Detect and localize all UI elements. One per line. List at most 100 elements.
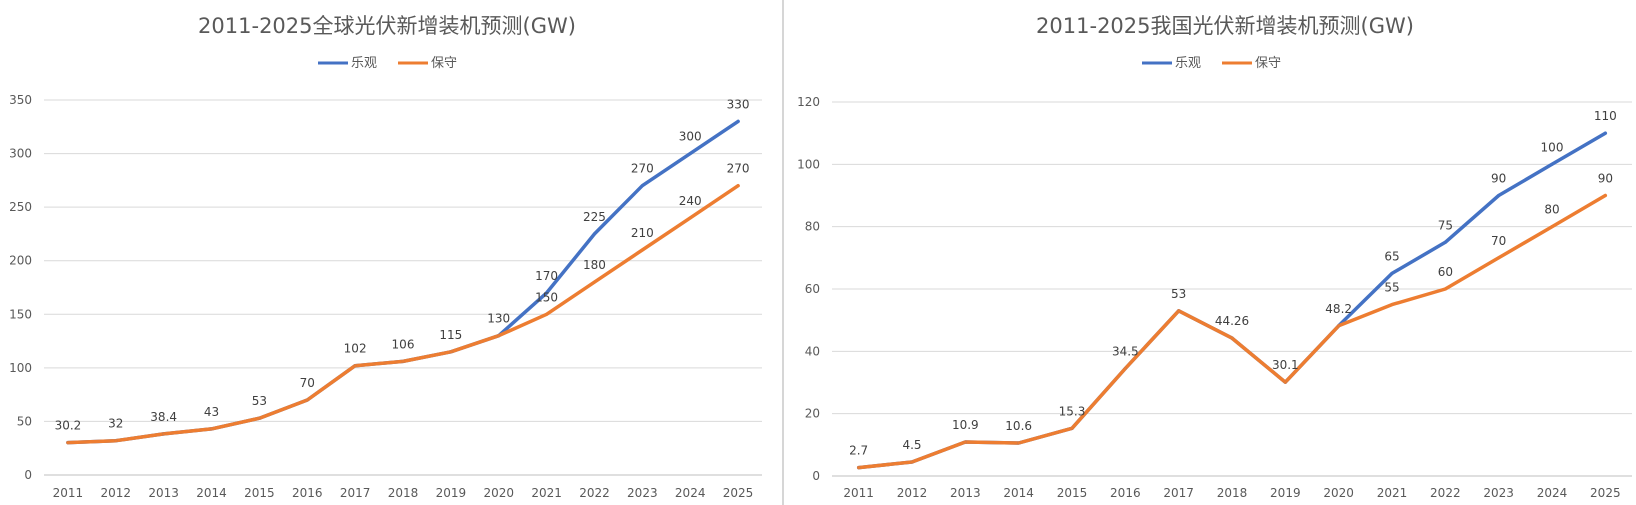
data-point-conservative bbox=[857, 466, 860, 469]
legend-label-conservative: 保守 bbox=[1255, 56, 1281, 71]
y-tick-label: 100 bbox=[9, 361, 32, 375]
data-point-conservative bbox=[1124, 367, 1127, 370]
x-tick-label: 2020 bbox=[483, 486, 514, 500]
data-point-conservative bbox=[449, 350, 452, 353]
data-label-conservative: 210 bbox=[631, 226, 654, 240]
data-label-conservative: 55 bbox=[1384, 281, 1399, 295]
data-label-conservative: 180 bbox=[583, 258, 606, 272]
y-tick-label: 0 bbox=[812, 469, 820, 483]
x-tick-label: 2021 bbox=[531, 486, 562, 500]
data-label-optimistic: 100 bbox=[1541, 140, 1564, 154]
x-tick-label: 2024 bbox=[1537, 486, 1568, 500]
data-label-optimistic: 65 bbox=[1384, 249, 1399, 263]
data-label-conservative: 270 bbox=[727, 162, 750, 176]
data-label-conservative: 4.5 bbox=[902, 438, 921, 452]
y-tick-label: 350 bbox=[9, 93, 32, 107]
data-label-optimistic: 225 bbox=[583, 210, 606, 224]
y-tick-label: 60 bbox=[805, 282, 820, 296]
china-chart-svg: 2011-2025我国光伏新增装机预测(GW) 乐观 保守 0 20 40 60 80 100 1… bbox=[784, 0, 1636, 505]
chart-panel-global: 2011-2025全球光伏新增装机预测(GW) 乐观 保守 0 50 100 150 200 2… bbox=[0, 0, 782, 505]
data-point-conservative bbox=[1017, 441, 1020, 444]
data-point-optimistic bbox=[1444, 241, 1447, 244]
data-point-optimistic bbox=[1604, 132, 1607, 135]
x-tick-label: 2012 bbox=[101, 486, 132, 500]
y-tick-label: 300 bbox=[9, 147, 32, 161]
data-label-conservative: 130 bbox=[487, 312, 510, 326]
y-tick-label: 120 bbox=[797, 95, 820, 109]
data-point-conservative bbox=[114, 439, 117, 442]
x-tick-label: 2019 bbox=[436, 486, 467, 500]
y-tick-label: 250 bbox=[9, 200, 32, 214]
x-tick-label: 2019 bbox=[1270, 486, 1301, 500]
legend-label-optimistic: 乐观 bbox=[351, 56, 377, 71]
data-point-conservative bbox=[66, 441, 69, 444]
data-label-conservative: 32 bbox=[108, 417, 123, 431]
data-label-conservative: 53 bbox=[1171, 287, 1186, 301]
y-tick-label: 20 bbox=[805, 407, 820, 421]
y-tick-label: 200 bbox=[9, 254, 32, 268]
x-tick-label: 2012 bbox=[897, 486, 928, 500]
x-tick-label: 2016 bbox=[292, 486, 323, 500]
x-tick-label: 2014 bbox=[196, 486, 227, 500]
x-tick-label: 2014 bbox=[1003, 486, 1034, 500]
data-point-conservative bbox=[545, 313, 548, 316]
y-tick-label: 50 bbox=[17, 414, 32, 428]
data-point-conservative bbox=[1604, 194, 1607, 197]
data-point-conservative bbox=[641, 249, 644, 252]
data-label-conservative: 43 bbox=[204, 405, 219, 419]
data-label-optimistic: 270 bbox=[631, 162, 654, 176]
data-label-conservative: 30.2 bbox=[55, 419, 82, 433]
data-label-conservative: 102 bbox=[344, 342, 367, 356]
data-point-optimistic bbox=[1497, 194, 1500, 197]
x-tick-label: 2013 bbox=[950, 486, 981, 500]
data-label-conservative: 60 bbox=[1438, 265, 1453, 279]
data-point-optimistic bbox=[641, 184, 644, 187]
chart-title: 2011-2025全球光伏新增装机预测(GW) bbox=[198, 14, 576, 38]
x-tick-label: 2015 bbox=[244, 486, 275, 500]
y-tick-label: 0 bbox=[24, 468, 32, 482]
x-tick-label: 2018 bbox=[1217, 486, 1248, 500]
data-point-conservative bbox=[964, 441, 967, 444]
data-label-conservative: 106 bbox=[392, 337, 415, 351]
data-point-conservative bbox=[258, 417, 261, 420]
x-tick-label: 2022 bbox=[1430, 486, 1461, 500]
data-point-optimistic bbox=[689, 152, 692, 155]
y-tick-label: 40 bbox=[805, 344, 820, 358]
data-label-conservative: 53 bbox=[252, 394, 267, 408]
data-label-conservative: 150 bbox=[535, 290, 558, 304]
data-point-optimistic bbox=[1391, 272, 1394, 275]
data-point-conservative bbox=[1444, 288, 1447, 291]
data-label-optimistic: 110 bbox=[1594, 109, 1617, 123]
legend-label-conservative: 保守 bbox=[431, 56, 457, 71]
x-tick-label: 2025 bbox=[723, 486, 754, 500]
x-tick-label: 2025 bbox=[1590, 486, 1621, 500]
data-label-conservative: 44.26 bbox=[1215, 314, 1249, 328]
data-label-optimistic: 300 bbox=[679, 130, 702, 144]
global-chart-svg: 2011-2025全球光伏新增装机预测(GW) 乐观 保守 0 50 100 150 200 2… bbox=[0, 0, 782, 505]
x-tick-label: 2011 bbox=[53, 486, 84, 500]
data-point-conservative bbox=[306, 399, 309, 402]
y-tick-label: 80 bbox=[805, 220, 820, 234]
x-tick-label: 2016 bbox=[1110, 486, 1141, 500]
chart-panel-china: 2011-2025我国光伏新增装机预测(GW) 乐观 保守 0 20 40 60 80 100 1… bbox=[784, 0, 1636, 505]
data-label-optimistic: 170 bbox=[535, 269, 558, 283]
data-label-conservative: 70 bbox=[300, 376, 315, 390]
data-point-optimistic bbox=[1551, 163, 1554, 166]
data-point-conservative bbox=[1497, 256, 1500, 259]
legend-label-optimistic: 乐观 bbox=[1175, 56, 1201, 71]
data-point-conservative bbox=[497, 334, 500, 337]
y-tick-label: 100 bbox=[797, 157, 820, 171]
x-tick-label: 2017 bbox=[1163, 486, 1194, 500]
x-tick-label: 2023 bbox=[1483, 486, 1514, 500]
data-label-conservative: 70 bbox=[1491, 234, 1506, 248]
x-tick-label: 2015 bbox=[1057, 486, 1088, 500]
data-label-conservative: 48.2 bbox=[1325, 302, 1352, 316]
x-tick-label: 2021 bbox=[1377, 486, 1408, 500]
data-label-conservative: 38.4 bbox=[150, 410, 177, 424]
data-label-optimistic: 330 bbox=[727, 97, 750, 111]
data-label-optimistic: 90 bbox=[1491, 172, 1506, 186]
x-tick-label: 2022 bbox=[579, 486, 610, 500]
data-label-conservative: 2.7 bbox=[849, 444, 868, 458]
data-point-conservative bbox=[162, 432, 165, 435]
data-label-conservative: 240 bbox=[679, 194, 702, 208]
